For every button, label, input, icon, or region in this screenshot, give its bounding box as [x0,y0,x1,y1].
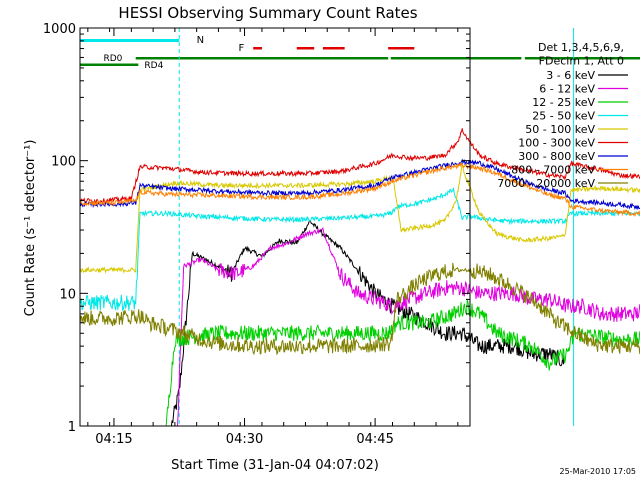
legend-entry-label: 6 - 12 keV [539,83,595,96]
flag-label-rd4: RD4 [144,61,163,71]
series-100-300-kev [79,128,640,205]
series-800-7000-kev [79,162,640,218]
legend-entry-label: 7000 - 20000 keV [497,177,595,190]
rd4-flag-bar [135,57,389,60]
rd4-flag-bar [524,57,640,60]
legend-entry-label: 50 - 100 keV [525,123,595,136]
flag-label-n: N [197,35,204,46]
y-tick-label: 100 [51,155,76,170]
legend-entry-label: 25 - 50 keV [532,110,595,123]
legend-entry-label: 300 - 800 keV [518,150,595,163]
x-tick-label: 04:45 [356,432,393,447]
x-axis-label: Start Time (31-Jan-04 04:07:02) [171,458,379,473]
series-3-6-kev [170,219,566,427]
series-50-100-kev [79,163,640,274]
axis-ticks: 04:15 04:30 04:45 1 10 100 1000 [43,22,470,447]
n-flag-bar [80,39,180,42]
legend-entry-label: 800 - 7000 keV [511,164,595,177]
instrument-flags: N F RD0 RD4 [80,28,640,426]
series-300-800-kev [79,158,640,211]
x-tick-label: 04:30 [226,432,263,447]
footer-timestamp: 25-Mar-2010 17:05 [560,467,637,476]
series-6-12-kev [171,227,640,427]
chart-title: HESSI Observing Summary Count Rates [118,4,417,22]
legend-header-line: Det 1,3,4,5,6,9, [538,41,624,54]
y-tick-label: 10 [59,287,76,302]
x-tick-label: 04:15 [95,432,132,447]
legend-entry-label: 12 - 25 keV [532,96,595,109]
legend-entry-label: 3 - 6 keV [546,69,595,82]
plot-frame [79,27,471,427]
legend-entry-label: 100 - 300 keV [518,137,595,150]
rd4-flag-bar [390,57,522,60]
y-tick-label: 1 [68,420,76,435]
f-flag-bar [322,47,345,50]
legend: Det 1,3,4,5,6,9,FDecim 1, Att 03 - 6 keV… [497,41,628,190]
rd0-flag-bar [80,63,139,66]
y-tick-label: 1000 [43,22,76,37]
flag-label-f: F [238,43,244,54]
y-axis-label: Count Rate (s⁻¹ detector⁻¹) [23,140,38,317]
f-flag-bar [296,47,315,50]
series-7000-20000-kev [79,262,640,356]
series-layer [79,128,640,427]
series-25-50-kev [79,187,640,312]
f-flag-bar [388,47,415,50]
flag-label-rd0: RD0 [104,54,123,64]
f-flag-bar [253,47,262,50]
legend-header-line: FDecim 1, Att 0 [539,55,624,68]
